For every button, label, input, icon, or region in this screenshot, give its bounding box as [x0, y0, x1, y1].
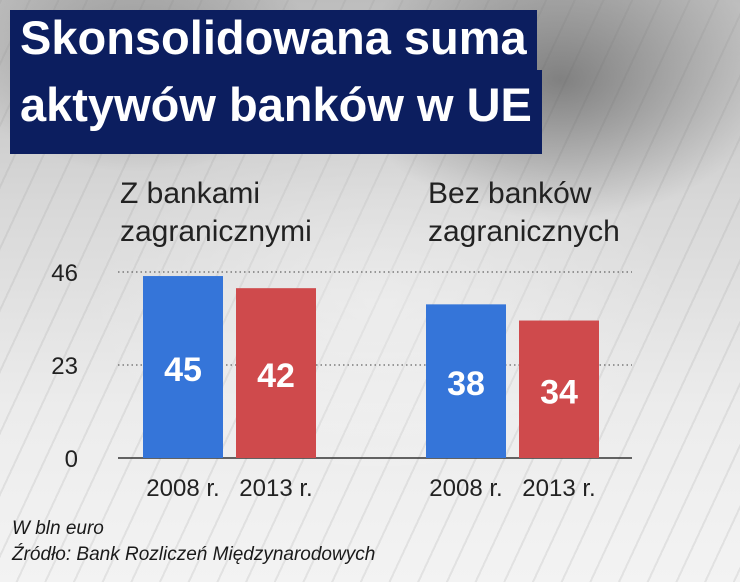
bar-2-2008r	[426, 304, 506, 458]
group-label-1-line-1: Z bankami	[120, 177, 260, 210]
x-tick-label-2-2: 2013 r.	[522, 475, 595, 502]
group-label-1-line-2: zagranicznymi	[120, 215, 312, 248]
x-tick-label-1-2: 2013 r.	[239, 475, 312, 502]
data-label-1-2: 42	[257, 357, 295, 395]
bar-2-2013r	[519, 320, 599, 458]
y-tick-label-23: 23	[51, 353, 78, 380]
chart-title-line-2: aktywów banków w UE	[10, 70, 542, 154]
unit-note: W bln euro	[12, 518, 104, 539]
chart-title-line-1: Skonsolidowana suma	[10, 10, 537, 70]
group-label-2-line-1: Bez banków	[428, 177, 592, 210]
x-tick-label-2-1: 2008 r.	[429, 475, 502, 502]
group-label-2-line-2: zagranicznych	[428, 215, 620, 248]
data-label-2-2: 34	[540, 373, 578, 411]
source-note: Źródło: Bank Rozliczeń Międzynarodowych	[12, 544, 376, 565]
bar-1-2008r	[143, 276, 223, 458]
y-tick-label-46: 46	[51, 260, 78, 287]
data-label-1-1: 45	[164, 351, 202, 389]
x-tick-label-1-1: 2008 r.	[146, 475, 219, 502]
y-tick-label-0: 0	[65, 446, 78, 473]
data-label-2-1: 38	[447, 365, 485, 403]
bar-1-2013r	[236, 288, 316, 458]
